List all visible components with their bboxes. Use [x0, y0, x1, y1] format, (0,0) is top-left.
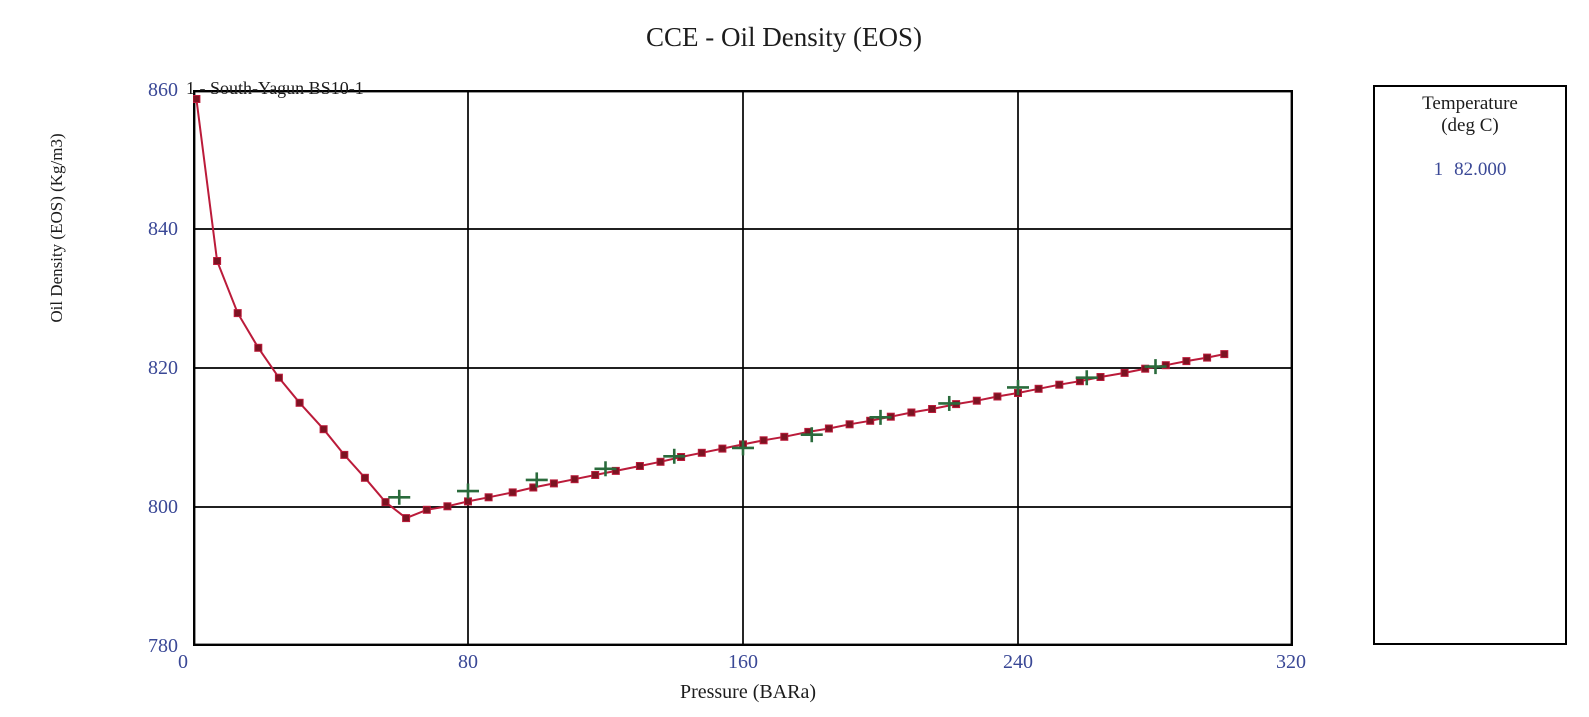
eos-curve-marker [718, 444, 727, 453]
eos-curve-marker [845, 420, 854, 429]
eos-curve-marker [1161, 361, 1170, 370]
eos-curve-marker [907, 408, 916, 417]
legend-entry-value: 82.000 [1454, 159, 1507, 180]
eos-curve-marker [1141, 364, 1150, 373]
eos-curve-marker [656, 457, 665, 466]
eos-curve-marker [233, 309, 242, 318]
x-tick-label-0: 0 [178, 651, 188, 673]
eos-curve-marker [570, 475, 579, 484]
eos-curve-marker [213, 257, 222, 265]
eos-curve-line [195, 98, 1225, 520]
eos-curve-marker [484, 493, 493, 502]
eos-curve-marker [508, 488, 517, 497]
eos-curve-marker [295, 398, 304, 407]
plot-svg [193, 90, 1293, 646]
chart-title: CCE - Oil Density (EOS) [646, 22, 922, 52]
eos-curve-marker [591, 471, 600, 479]
legend-entry-row: 1 82.000 [1375, 159, 1565, 181]
eos-curve-marker [319, 425, 328, 434]
eos-curve-marker [193, 95, 201, 103]
legend-units: (deg C) [1441, 115, 1499, 136]
eos-curve-marker [780, 432, 789, 441]
x-tick-label-160: 160 [728, 651, 758, 673]
eos-curve-marker [1055, 380, 1064, 389]
eos-curve-marker [972, 396, 981, 405]
eos-curve-marker [759, 436, 768, 445]
x-axis-title: Pressure (BARa) [679, 681, 817, 703]
eos-curve-marker [402, 514, 411, 523]
y-tick-label-840: 840 [148, 218, 178, 240]
eos-curve-marker [1034, 384, 1043, 393]
curve-label: 1 - South-Yagun BS10-1 [186, 78, 364, 98]
eos-curve-marker [1182, 357, 1191, 366]
legend-box: Temperature (deg C) 1 82.000 [1373, 85, 1567, 645]
eos-curve-marker [697, 448, 706, 457]
eos-curve-marker [1120, 368, 1129, 377]
eos-curve-marker [549, 479, 558, 488]
legend-entry-index: 1 [1433, 159, 1444, 180]
y-tick-label-780: 780 [148, 635, 178, 657]
eos-curve-marker [635, 462, 644, 470]
eos-curve-marker [611, 466, 620, 475]
eos-curve-marker [443, 502, 452, 511]
eos-curve-marker [464, 497, 472, 506]
eos-curve-marker [529, 483, 538, 492]
eos-curve-marker [1096, 373, 1105, 381]
x-tick-label-80: 80 [458, 651, 478, 673]
x-tick-label-240: 240 [1003, 651, 1033, 673]
legend-title: Temperature [1422, 93, 1518, 114]
y-tick-label-820: 820 [148, 357, 178, 379]
x-tick-label-320: 320 [1276, 651, 1306, 673]
y-tick-label-800: 800 [148, 496, 178, 518]
eos-curve-marker [1220, 350, 1229, 359]
eos-curve-marker [1203, 353, 1212, 362]
y-tick-label-860: 860 [148, 79, 178, 101]
eos-curve-marker [340, 450, 349, 459]
eos-curve-marker [360, 473, 369, 482]
eos-curve-marker [254, 343, 263, 352]
y-axis-title: Oil Density (EOS) (Kg/m3) [47, 133, 66, 323]
plot-border [193, 90, 1293, 646]
eos-curve-marker [993, 392, 1002, 401]
eos-curve-marker [381, 498, 390, 507]
eos-curve-marker [274, 373, 283, 382]
eos-curve-marker [422, 505, 431, 514]
eos-curve-marker [928, 405, 937, 413]
eos-curve-marker [824, 424, 833, 433]
